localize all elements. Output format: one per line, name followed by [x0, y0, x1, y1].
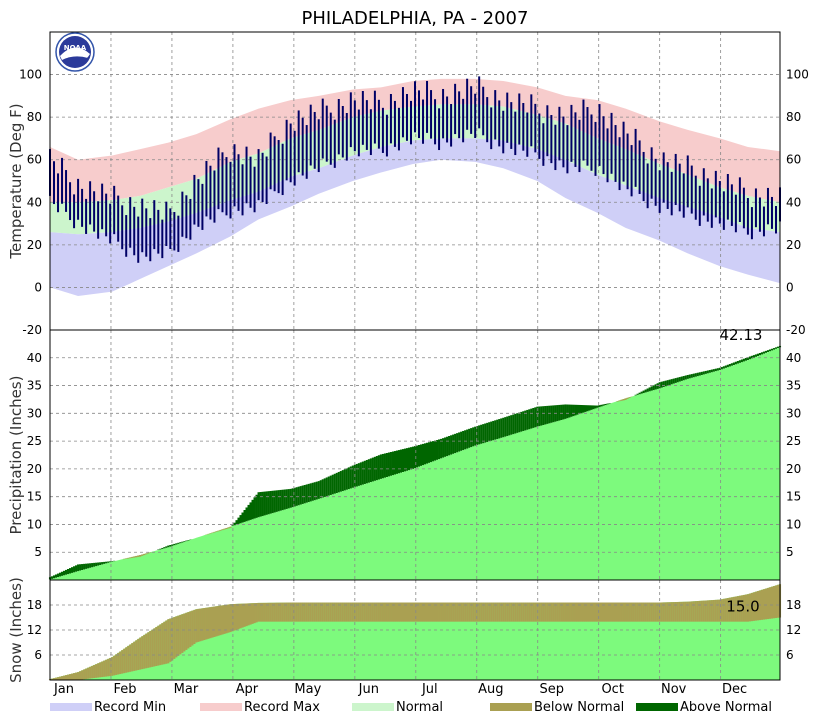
y-tick-label-right: 40	[786, 195, 801, 209]
month-label: Oct	[601, 682, 623, 697]
legend-swatch	[636, 703, 678, 711]
chart-title: PHILADELPHIA, PA - 2007	[302, 8, 529, 29]
month-label: Mar	[174, 682, 199, 697]
y-tick-label-left: 10	[27, 517, 42, 531]
y-tick-label-right: -20	[786, 323, 806, 337]
y-tick-label-right: 10	[786, 517, 801, 531]
month-label: Jan	[53, 682, 74, 697]
month-label: Apr	[236, 682, 259, 697]
legend-label: Record Min	[94, 700, 166, 715]
record-min-band	[50, 138, 780, 296]
y-tick-label-left: 30	[27, 406, 42, 420]
snow-total-annotation: 15.0	[726, 598, 759, 616]
y-tick-label-left: 6	[34, 648, 42, 662]
observed-temperature-bars	[49, 76, 781, 263]
y-tick-label-left: 60	[27, 153, 42, 167]
precipitation-departure-bars	[48, 345, 782, 580]
month-label: Sep	[539, 682, 564, 697]
y-tick-label-right: 25	[786, 434, 801, 448]
y-tick-label-right: 100	[786, 68, 809, 82]
y-tick-label-left: 18	[27, 598, 42, 612]
y-tick-label-left: 35	[27, 379, 42, 393]
y-tick-label-left: 40	[27, 351, 42, 365]
y-tick-label-left: 15	[27, 490, 42, 504]
month-label: Jul	[421, 682, 438, 697]
y-tick-label-right: 6	[786, 648, 794, 662]
y-tick-label-right: 0	[786, 280, 794, 294]
legend-swatch	[490, 703, 532, 711]
y-tick-label-left: 5	[34, 545, 42, 559]
y-tick-label-left: 40	[27, 195, 42, 209]
noaa-logo-text: NOAA	[64, 44, 87, 52]
y-tick-label-right: 35	[786, 379, 801, 393]
legend-swatch	[352, 703, 394, 711]
legend-label: Below Normal	[534, 700, 624, 715]
precipitation-axis-label: Precipitation (Inches)	[7, 376, 25, 535]
temperature-panel: -20 -20 0 0 20 20 40 40 60 60 80 80 100 100 Temperatur…	[7, 31, 809, 337]
legend: Record Min Record Max Normal Below Normal Ab…	[50, 700, 772, 715]
month-label: Aug	[478, 682, 503, 697]
noaa-logo: NOAA	[55, 32, 95, 72]
legend-swatch	[50, 703, 92, 711]
precipitation-normal-area	[50, 347, 780, 580]
y-tick-label-right: 15	[786, 490, 801, 504]
y-tick-label-left: 0	[34, 280, 42, 294]
record-max-band	[50, 78, 780, 203]
snow-frame	[49, 579, 781, 681]
y-tick-label-left: -20	[22, 323, 42, 337]
y-tick-label-left: 20	[27, 238, 42, 252]
month-label: May	[294, 682, 321, 697]
y-tick-label-right: 20	[786, 238, 801, 252]
y-tick-label-left: 25	[27, 434, 42, 448]
temperature-axis-label: Temperature (Deg F)	[7, 103, 25, 259]
month-label: Nov	[661, 682, 687, 697]
legend-swatch	[200, 703, 242, 711]
y-tick-label-left: 100	[19, 68, 42, 82]
legend-label: Normal	[396, 700, 443, 715]
y-tick-label-left: 12	[27, 623, 42, 637]
y-tick-label-right: 12	[786, 623, 801, 637]
month-label: Feb	[113, 682, 136, 697]
y-tick-label-right: 60	[786, 153, 801, 167]
month-label: Jun	[358, 682, 379, 697]
month-label: Dec	[722, 682, 747, 697]
y-tick-label-left: 80	[27, 110, 42, 124]
month-axis: Jan Feb Mar Apr May Jun Jul Aug Sep Oct Nov Dec	[53, 682, 747, 697]
y-tick-label-left: 20	[27, 462, 42, 476]
y-tick-label-right: 18	[786, 598, 801, 612]
y-tick-label-right: 80	[786, 110, 801, 124]
precipitation-total-annotation: 42.13	[720, 326, 763, 344]
y-tick-label-right: 20	[786, 462, 801, 476]
y-tick-label-right: 40	[786, 351, 801, 365]
y-tick-label-right: 5	[786, 545, 794, 559]
legend-label: Record Max	[244, 700, 320, 715]
snow-axis-label: Snow (Inches)	[7, 577, 25, 683]
legend-label: Above Normal	[680, 700, 772, 715]
y-tick-label-right: 30	[786, 406, 801, 420]
